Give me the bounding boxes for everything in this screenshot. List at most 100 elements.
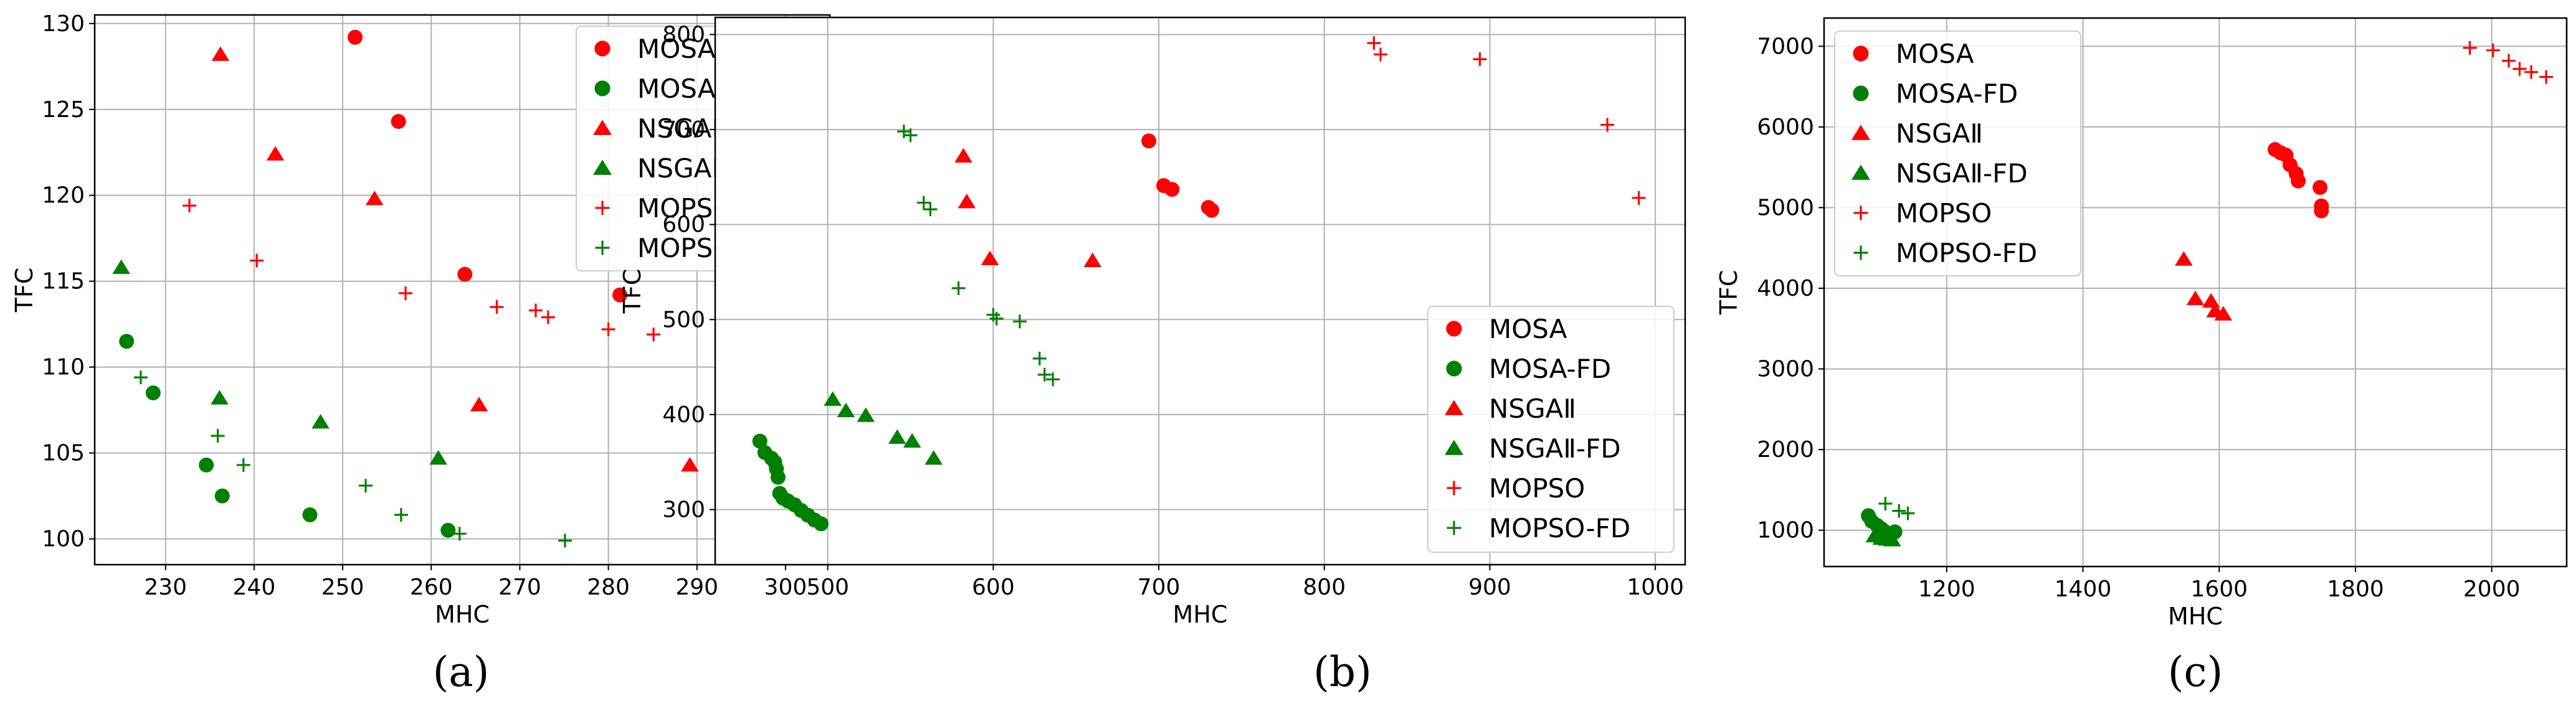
data-point	[1600, 118, 1615, 132]
y-tick-label: 700	[662, 117, 705, 143]
x-tick-label: 1400	[2055, 576, 2112, 602]
data-point	[457, 266, 473, 282]
data-point	[1083, 252, 1102, 268]
series-MOSA-FD	[752, 433, 829, 532]
y-tick-label: 125	[42, 97, 85, 123]
data-point	[470, 397, 488, 412]
legend-marker	[1447, 481, 1461, 496]
y-tick-label: 4000	[1757, 276, 1814, 301]
data-point	[1374, 47, 1388, 62]
series-NSGAⅡ-FD	[1865, 527, 1901, 547]
y-tick-label: 3000	[1757, 357, 1814, 382]
data-point	[1883, 532, 1901, 547]
data-point	[923, 202, 938, 217]
panel-caption: (c)	[2168, 648, 2223, 696]
data-point	[1164, 182, 1180, 197]
data-point	[1032, 351, 1047, 365]
data-point	[1046, 372, 1060, 387]
legend-marker	[595, 200, 610, 215]
x-tick-label: 1000	[1627, 575, 1684, 600]
data-point	[1012, 314, 1027, 329]
data-point	[133, 370, 148, 385]
data-point	[601, 322, 615, 336]
data-point	[647, 327, 661, 342]
data-point	[2186, 290, 2205, 306]
panel-caption: (b)	[1313, 648, 1372, 696]
data-point	[1204, 202, 1220, 218]
x-tick-label: 900	[1468, 575, 1511, 600]
data-point	[529, 303, 543, 318]
legend-label: MOPSO-FD	[1489, 513, 1630, 543]
legend-label: NSGAⅡ	[637, 113, 725, 144]
axes-frame	[1823, 17, 2568, 568]
x-axis-label: MHC	[2168, 603, 2223, 630]
x-tick-label: 250	[321, 575, 364, 600]
data-point	[916, 195, 931, 210]
y-axis-label: TFC	[619, 269, 646, 314]
y-tick-label: 1000	[1757, 518, 1814, 543]
y-axis-label: TFC	[1715, 270, 1742, 316]
legend-marker	[594, 80, 611, 96]
y-tick-label: 400	[662, 402, 705, 428]
data-point	[211, 46, 230, 61]
y-tick-label: 100	[42, 527, 85, 552]
series-MOPSO	[1367, 36, 1646, 205]
data-point	[1878, 496, 1893, 510]
y-tick-label: 6000	[1757, 115, 1814, 140]
legend-marker	[1853, 205, 1868, 220]
legend-box	[1834, 31, 2081, 276]
data-point	[2312, 180, 2328, 195]
x-tick-label: 230	[144, 575, 187, 600]
y-tick-label: 300	[662, 497, 705, 522]
data-point	[903, 128, 918, 143]
y-tick-label: 5000	[1757, 195, 1814, 220]
data-point	[824, 391, 842, 406]
data-point	[359, 479, 373, 493]
x-axis-label: MHC	[1173, 601, 1228, 628]
axes-frame	[714, 16, 1686, 566]
y-tick-label: 500	[662, 307, 705, 332]
series-MOSA	[1141, 133, 1220, 218]
data-point	[2539, 70, 2554, 84]
data-point	[1901, 506, 1915, 520]
data-point	[1473, 52, 1487, 67]
data-point	[770, 469, 786, 485]
y-tick-label: 130	[42, 11, 85, 37]
series-NSGAⅡ	[2175, 251, 2233, 321]
legend-marker	[1851, 164, 1871, 180]
legend-label: MOSA	[1489, 314, 1567, 344]
series-MOPSO	[2463, 40, 2554, 84]
legend-label: NSGAⅡ-FD	[1489, 433, 1621, 464]
series-NSGAⅡ	[954, 148, 1102, 268]
legend: MOSA MOSA-FD NSGAⅡ NSGAⅡ-FD MOPSO MOPSO-FD	[1834, 31, 2081, 276]
legend-marker	[1446, 360, 1462, 377]
data-point	[1892, 504, 1906, 518]
y-tick-label: 120	[42, 183, 85, 209]
legend-marker	[1853, 45, 1869, 62]
data-point	[311, 413, 330, 429]
data-point	[214, 488, 230, 504]
data-point	[211, 390, 229, 405]
data-point	[2463, 40, 2477, 55]
x-tick-label: 290	[675, 575, 718, 600]
data-point	[981, 250, 999, 266]
x-tick-label: 270	[498, 575, 541, 600]
data-point	[145, 385, 161, 401]
x-tick-label: 700	[1138, 575, 1181, 600]
data-point	[2512, 62, 2527, 76]
legend-marker	[592, 120, 612, 135]
data-point	[394, 507, 408, 522]
data-point	[302, 507, 318, 522]
data-point	[490, 300, 504, 314]
data-point	[391, 114, 406, 129]
legend-marker	[1853, 245, 1868, 260]
legend-label: MOSA	[1896, 39, 1974, 69]
data-point	[1632, 191, 1646, 205]
legend-label: MOSA	[637, 34, 716, 64]
data-point	[1037, 367, 1052, 382]
y-tick-label: 600	[662, 212, 705, 238]
legend-label: MOSA-FD	[1489, 354, 1611, 384]
series-MOPSO-FD	[133, 370, 572, 548]
data-point	[266, 146, 285, 161]
